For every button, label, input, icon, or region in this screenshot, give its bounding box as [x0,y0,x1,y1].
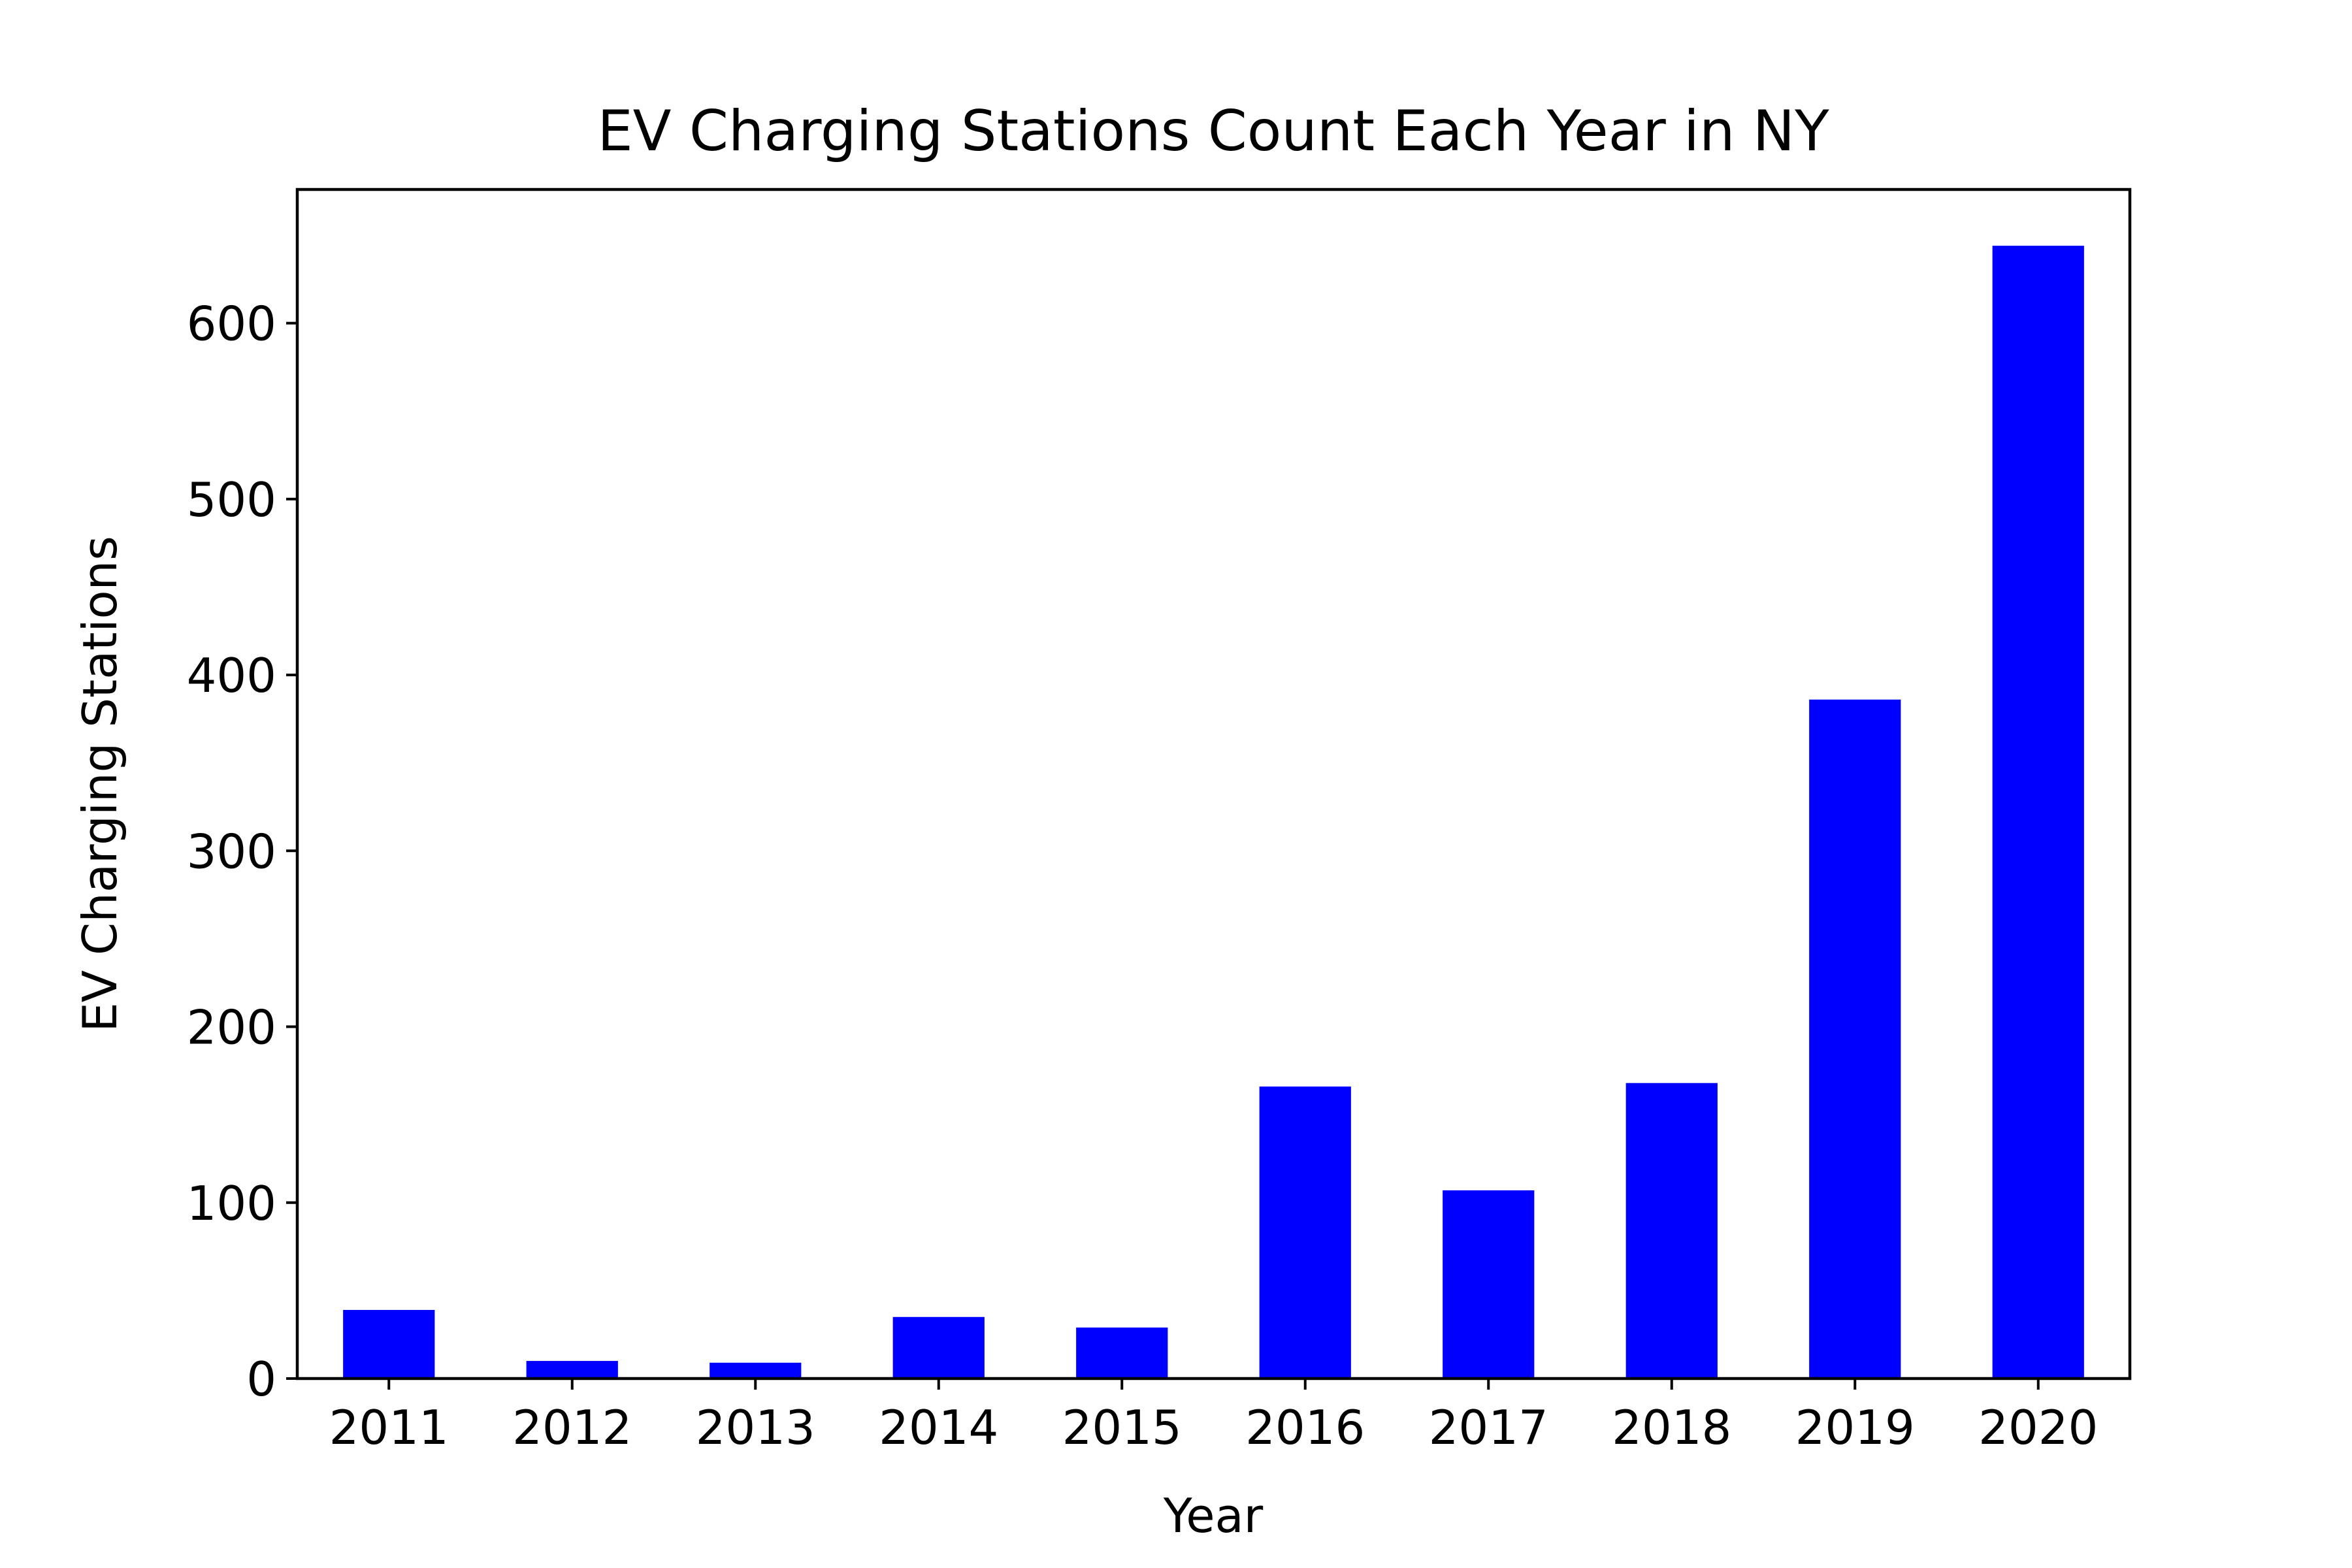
bar-2014 [892,1316,985,1379]
bar-2012 [526,1361,618,1379]
ticks-layer: 2011 2012 2013 2014 2015 2016 2017 2018 2019 2020… [187,297,2099,1455]
bar-2017 [1443,1190,1535,1379]
bar-2015 [1076,1327,1168,1379]
bar-2016 [1259,1086,1351,1379]
x-tick-label-2019: 2019 [1795,1400,1915,1455]
x-axis-label: Year [1163,1488,1264,1543]
bars-layer [343,246,2084,1379]
x-tick-label-2016: 2016 [1245,1400,1365,1455]
x-tick-label-2020: 2020 [1978,1400,2098,1455]
x-tick-label-2014: 2014 [879,1400,998,1455]
y-axis-label: EV Charging Stations [73,536,127,1032]
y-tick-label-0: 0 [246,1352,276,1407]
y-tick-label-600: 600 [187,297,276,351]
bar-2013 [710,1362,802,1379]
bar-2019 [1809,699,1901,1379]
x-tick-label-2012: 2012 [512,1400,632,1455]
y-tick-label-500: 500 [187,472,276,527]
y-tick-label-400: 400 [187,648,276,703]
y-tick-label-100: 100 [187,1176,276,1231]
x-tick-label-2011: 2011 [329,1400,449,1455]
plot-frame [295,188,2132,1380]
bar-2018 [1625,1083,1718,1379]
x-tick-label-2013: 2013 [696,1400,815,1455]
chart-title: EV Charging Stations Count Each Year in … [597,99,1829,164]
bar-2020 [1992,246,2084,1379]
x-tick-label-2015: 2015 [1062,1400,1182,1455]
y-tick-label-200: 200 [187,1000,276,1055]
x-tick-label-2018: 2018 [1612,1400,1731,1455]
bar-2011 [343,1310,435,1379]
x-tick-label-2017: 2017 [1429,1400,1548,1455]
y-tick-label-300: 300 [187,824,276,879]
